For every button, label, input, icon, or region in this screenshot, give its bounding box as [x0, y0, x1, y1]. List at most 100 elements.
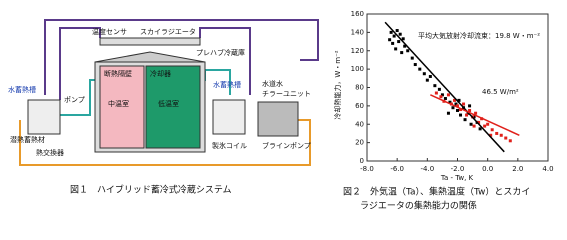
- y-tick-label: 100: [351, 65, 364, 73]
- point: [446, 111, 450, 115]
- point: [456, 104, 459, 108]
- y-axis-label: 冷却熱能力，W・m⁻²: [333, 50, 342, 119]
- y-tick-label: 140: [351, 28, 364, 36]
- room-low: [145, 65, 201, 149]
- point: [459, 108, 463, 112]
- point: [428, 74, 432, 78]
- point: [468, 104, 472, 108]
- point: [456, 108, 459, 112]
- point: [472, 124, 476, 128]
- caption: ラジエータの集熱能力の関係: [360, 200, 477, 212]
- fit-line: [430, 94, 520, 136]
- pipe: [19, 119, 311, 166]
- pipe: [199, 27, 251, 95]
- point: [472, 115, 476, 119]
- label: プレハブ冷蔵庫: [196, 48, 245, 57]
- y-tick-label: 40: [355, 120, 364, 128]
- point: [478, 127, 482, 131]
- point: [463, 118, 467, 122]
- pipe: [59, 27, 101, 100]
- point: [397, 40, 401, 44]
- point: [477, 120, 481, 124]
- label: 製氷コイル: [212, 141, 247, 150]
- point: [504, 136, 508, 140]
- figure: 温度センサ スカイラジエータ プレハブ冷蔵庫 断熱隔壁 冷却器 中温室 低温室 …: [8, 10, 554, 212]
- caption: 図２ 外気温（Ta）、集熱温度（Tw）とスカイ: [343, 186, 530, 198]
- x-tick-label: 2.0: [512, 165, 523, 173]
- point: [418, 67, 422, 71]
- point: [459, 113, 463, 117]
- point: [474, 111, 478, 115]
- label: 温度センサ: [92, 27, 127, 36]
- point: [403, 44, 407, 48]
- point: [391, 41, 395, 45]
- fit-line: [384, 21, 505, 153]
- point: [422, 72, 426, 76]
- y-tick-label: 0: [360, 157, 364, 165]
- point: [398, 32, 402, 36]
- point: [499, 133, 503, 137]
- tank-left: [27, 99, 61, 135]
- point: [439, 95, 443, 99]
- point: [462, 102, 466, 106]
- y-tick-label: 160: [351, 10, 364, 18]
- point: [483, 124, 487, 128]
- pipe: [44, 19, 319, 95]
- point: [433, 84, 437, 88]
- point: [394, 47, 398, 51]
- point: [401, 37, 405, 41]
- page: 温度センサ スカイラジエータ プレハブ冷蔵庫 断熱隔壁 冷却器 中温室 低温室 …: [8, 10, 554, 212]
- point: [489, 133, 493, 137]
- point: [468, 108, 472, 112]
- point: [448, 100, 452, 104]
- roof: [94, 51, 206, 63]
- point: [469, 122, 473, 126]
- y-tick-label: 60: [355, 102, 364, 110]
- chiller: [257, 101, 299, 137]
- point: [400, 51, 404, 55]
- point: [388, 38, 392, 42]
- caption: 図１ ハイブリッド蓄冷式冷蔵システム: [70, 184, 232, 196]
- point: [457, 98, 461, 102]
- x-tick-label: 4.0: [542, 165, 553, 173]
- y-tick-label: 80: [355, 84, 364, 92]
- x-tick-label: -6.0: [390, 165, 404, 173]
- point: [413, 63, 417, 67]
- point: [495, 131, 499, 135]
- point: [395, 29, 399, 33]
- annotation: 46.5 W/m²: [482, 88, 519, 96]
- point: [410, 56, 414, 60]
- point: [465, 113, 469, 117]
- label: 低温室: [158, 99, 179, 108]
- point: [443, 97, 447, 101]
- tank-right: [212, 99, 246, 135]
- point: [392, 34, 396, 38]
- point: [406, 49, 410, 53]
- point: [425, 78, 429, 82]
- point: [490, 128, 494, 132]
- label: 潜熱蓄熱材: [10, 135, 45, 144]
- x-tick-label: 0.0: [482, 165, 493, 173]
- point: [446, 93, 450, 97]
- label: 水蓄熱槽: [8, 85, 36, 94]
- sky-radiator: [99, 37, 201, 46]
- y-tick-label: 120: [351, 47, 364, 55]
- x-axis-label: Ta - Tw, K: [440, 174, 474, 182]
- x-tick-label: -2.0: [451, 165, 465, 173]
- label: ブラインポンプ: [262, 141, 311, 150]
- diagram: 温度センサ スカイラジエータ プレハブ冷蔵庫 断熱隔壁 冷却器 中温室 低温室 …: [8, 19, 319, 196]
- x-tick-label: -4.0: [420, 165, 434, 173]
- point: [437, 87, 441, 91]
- point: [451, 106, 455, 110]
- annotation: 平均大気放射冷却流束：19.8 W・m⁻²: [418, 31, 540, 40]
- label: チラーユニット: [262, 90, 311, 98]
- label: 中温室: [108, 99, 129, 108]
- point: [486, 122, 490, 126]
- point: [508, 139, 512, 143]
- label: スカイラジエータ: [140, 27, 196, 36]
- point: [434, 91, 438, 95]
- label: 熱交換器: [36, 148, 64, 157]
- room-mid: [99, 65, 145, 149]
- x-tick-label: -8.0: [360, 165, 374, 173]
- label: ポンプ: [64, 96, 85, 104]
